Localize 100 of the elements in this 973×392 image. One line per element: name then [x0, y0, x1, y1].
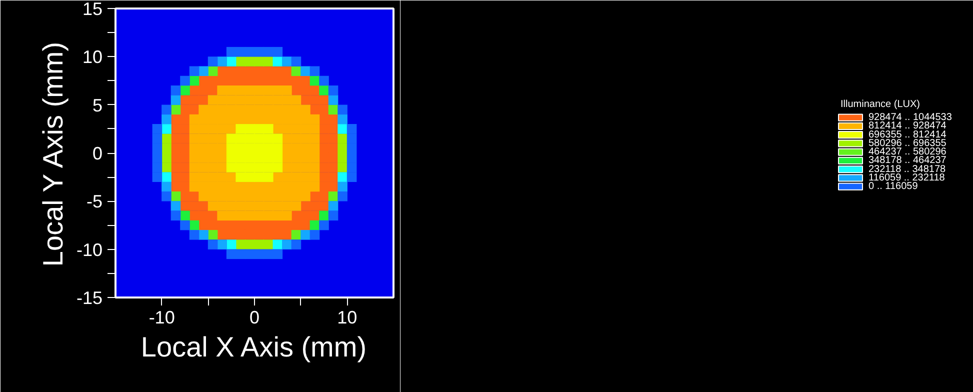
point [162, 152, 172, 163]
point [338, 143, 348, 154]
point [226, 134, 236, 144]
point [254, 134, 264, 144]
point [244, 172, 255, 182]
point [264, 162, 274, 172]
point [254, 240, 264, 250]
y-tick-label: -10 [76, 240, 102, 260]
point [236, 162, 246, 172]
point [217, 240, 227, 250]
point [338, 114, 348, 124]
point [310, 66, 320, 76]
point [291, 240, 302, 250]
point [162, 162, 172, 172]
point [162, 124, 172, 134]
point [346, 162, 357, 172]
point [328, 210, 338, 221]
point [254, 249, 264, 260]
point [254, 124, 264, 134]
point [226, 162, 236, 172]
point [162, 182, 172, 192]
point [338, 182, 348, 192]
point [254, 56, 264, 66]
y-tick-label: 0 [92, 144, 103, 164]
point [328, 201, 338, 211]
point [226, 46, 236, 57]
point [282, 56, 292, 66]
y-tick-label: 15 [82, 0, 103, 19]
point [162, 114, 172, 124]
point [338, 104, 348, 115]
point [338, 172, 348, 182]
point [338, 124, 348, 134]
point [254, 172, 264, 182]
point [162, 104, 172, 115]
point [152, 134, 162, 144]
legend-label: 696355 .. 812414 [868, 129, 947, 140]
point [162, 191, 172, 202]
legend-label: 812414 .. 928474 [868, 120, 947, 132]
point [300, 66, 310, 76]
point [189, 66, 200, 76]
y-tick-label: 10 [82, 47, 103, 68]
point [217, 56, 227, 66]
point [226, 240, 236, 250]
point [338, 152, 348, 163]
point [319, 210, 329, 221]
legend-label: 348178 .. 464237 [868, 155, 947, 166]
point [328, 95, 338, 105]
point [180, 210, 190, 221]
point [198, 230, 208, 240]
y-tick-label: -15 [76, 288, 102, 308]
point [282, 240, 292, 250]
point [254, 46, 264, 57]
legend-label: 116059 .. 232118 [868, 172, 946, 184]
point [162, 143, 172, 154]
point [346, 152, 357, 163]
point [272, 162, 283, 172]
point [319, 85, 329, 96]
point [244, 134, 255, 144]
point [291, 56, 302, 66]
x-tick-label: -10 [148, 308, 175, 328]
point [244, 240, 255, 250]
point [264, 240, 274, 250]
point [244, 46, 255, 57]
x-tick-label: 0 [249, 308, 260, 328]
point [236, 124, 246, 134]
point [264, 249, 274, 260]
point [162, 134, 172, 144]
y-axis-title: Local Y Axis (mm) [37, 42, 68, 267]
point [272, 152, 283, 163]
legend-label: 232118 .. 348178 [868, 164, 946, 175]
point [180, 76, 190, 86]
point [328, 85, 338, 96]
point [319, 220, 329, 230]
point [236, 240, 246, 250]
point [208, 240, 218, 250]
point [264, 124, 274, 134]
point [346, 124, 357, 134]
x-tick-label: 10 [337, 308, 358, 328]
x-axis-title: Local X Axis (mm) [140, 332, 367, 362]
point [272, 240, 283, 250]
point [162, 172, 172, 182]
point [264, 172, 274, 182]
legend-title: Illuminance (LUX) [840, 98, 920, 110]
point [236, 249, 246, 260]
point [236, 134, 246, 144]
point [152, 143, 162, 154]
point [236, 172, 246, 182]
point [310, 230, 320, 240]
point [346, 143, 357, 154]
point [198, 66, 208, 76]
point [170, 210, 181, 221]
point [208, 56, 218, 66]
legend-label: 580296 .. 696355 [868, 138, 947, 149]
point [170, 85, 181, 96]
point [272, 143, 283, 154]
point [300, 230, 310, 240]
point [338, 162, 348, 172]
point [338, 134, 348, 144]
point [346, 134, 357, 144]
point [152, 162, 162, 172]
